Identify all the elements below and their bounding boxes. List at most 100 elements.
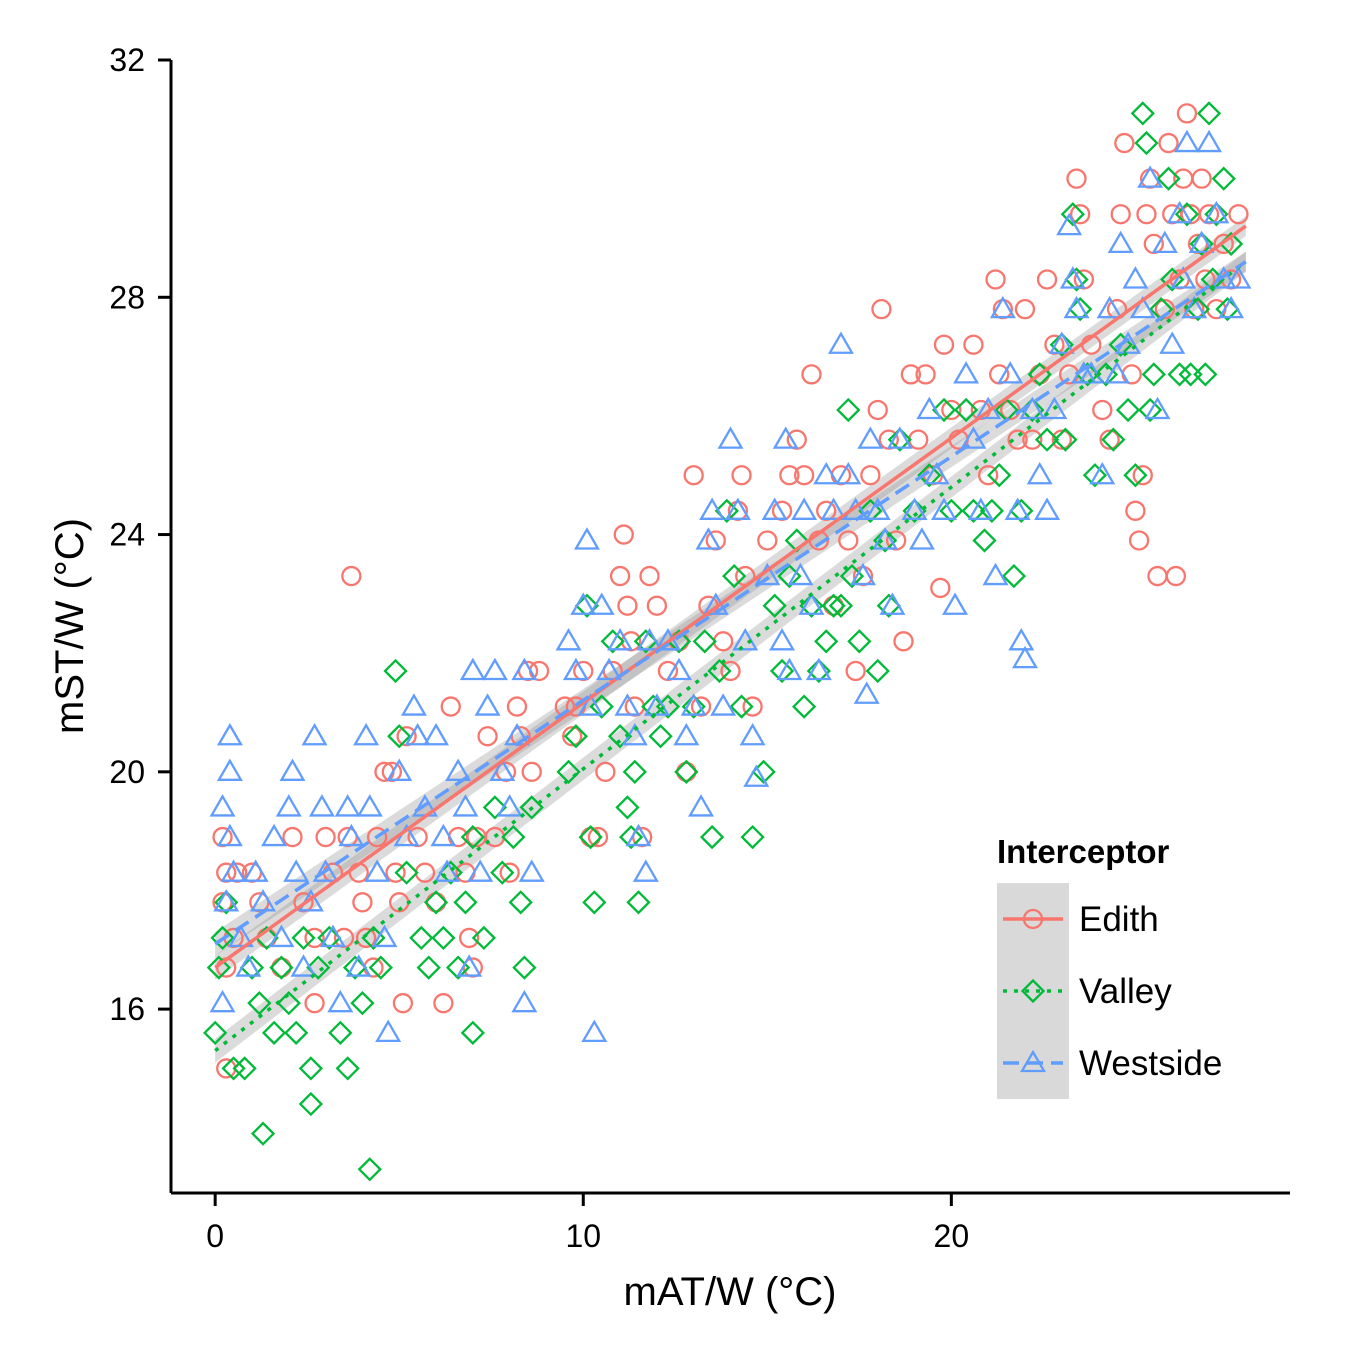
data-point-valley bbox=[1001, 563, 1027, 589]
data-point-westside bbox=[886, 426, 913, 449]
data-point-westside bbox=[1107, 230, 1134, 254]
data-point-edith bbox=[757, 530, 778, 551]
data-point-edith bbox=[304, 927, 325, 949]
data-point-valley bbox=[306, 955, 331, 980]
data-point-westside bbox=[798, 592, 825, 615]
data-point-valley bbox=[261, 1020, 287, 1045]
data-point-edith bbox=[1099, 429, 1120, 450]
data-point-valley bbox=[1053, 427, 1078, 452]
data-point-edith bbox=[742, 696, 763, 717]
data-point-westside bbox=[772, 426, 799, 449]
data-point-edith bbox=[1114, 132, 1135, 154]
data-point-valley bbox=[626, 890, 651, 915]
data-point-edith bbox=[985, 269, 1006, 290]
data-point-edith bbox=[595, 761, 616, 782]
data-point-valley bbox=[221, 1056, 246, 1081]
data-point-valley bbox=[939, 498, 964, 523]
data-point-westside bbox=[216, 758, 243, 781]
data-point-westside bbox=[481, 657, 508, 681]
data-point-westside bbox=[275, 794, 302, 817]
data-point-edith bbox=[838, 530, 859, 551]
data-point-valley bbox=[821, 593, 846, 618]
data-point-westside bbox=[805, 657, 832, 681]
data-point-edith bbox=[823, 595, 844, 616]
data-point-westside bbox=[853, 681, 880, 704]
data-point-edith bbox=[315, 826, 336, 848]
data-point-westside bbox=[581, 1019, 608, 1042]
data-point-westside bbox=[345, 954, 372, 977]
data-point-westside bbox=[220, 859, 247, 882]
data-point-westside bbox=[761, 497, 788, 520]
data-point-valley bbox=[769, 658, 795, 684]
data-point-westside bbox=[279, 758, 306, 781]
data-point-westside bbox=[864, 497, 891, 520]
data-point-valley bbox=[1137, 397, 1163, 423]
data-point-edith bbox=[1228, 204, 1249, 225]
data-point-valley bbox=[269, 955, 294, 980]
trend-lines-layer bbox=[214, 224, 1247, 1053]
data-point-valley bbox=[618, 824, 644, 850]
data-point-westside bbox=[356, 794, 383, 817]
data-point-westside bbox=[636, 628, 663, 651]
data-point-valley bbox=[762, 593, 787, 618]
data-point-westside bbox=[1104, 361, 1130, 384]
data-point-westside bbox=[872, 527, 899, 550]
data-point-valley bbox=[1211, 166, 1236, 191]
data-point-valley bbox=[431, 925, 456, 951]
data-point-edith bbox=[731, 465, 752, 486]
data-point-valley bbox=[232, 1056, 257, 1081]
data-point-westside bbox=[364, 859, 391, 882]
data-point-valley bbox=[1115, 397, 1141, 423]
trend-line-valley bbox=[214, 260, 1247, 1053]
data-point-westside bbox=[688, 794, 715, 817]
data-point-westside bbox=[1188, 230, 1215, 254]
x-tick-label: 20 bbox=[934, 1218, 970, 1254]
legend-marker-valley bbox=[1020, 978, 1046, 1004]
data-point-edith bbox=[1213, 233, 1234, 255]
data-point-westside bbox=[1048, 331, 1075, 354]
data-point-westside bbox=[1218, 295, 1245, 319]
data-point-valley bbox=[1174, 202, 1200, 227]
trend-line-westside bbox=[214, 260, 1247, 946]
data-point-valley bbox=[409, 925, 434, 951]
data-point-westside bbox=[511, 657, 538, 681]
data-point-valley bbox=[1167, 362, 1192, 387]
data-point-edith bbox=[433, 993, 454, 1014]
data-point-valley bbox=[1060, 202, 1085, 227]
data-point-westside bbox=[632, 859, 659, 882]
data-point-westside bbox=[1129, 295, 1156, 319]
data-point-edith bbox=[793, 465, 815, 486]
data-point-edith bbox=[271, 957, 292, 978]
data-point-westside bbox=[982, 562, 1009, 586]
data-point-valley bbox=[423, 890, 449, 915]
data-point-valley bbox=[865, 658, 890, 684]
data-point-westside bbox=[1056, 212, 1083, 236]
data-point-edith bbox=[1110, 204, 1131, 225]
data-point-westside bbox=[942, 592, 969, 615]
data-point-valley bbox=[1049, 332, 1074, 357]
data-point-valley bbox=[471, 925, 497, 951]
data-point-westside bbox=[967, 497, 994, 520]
data-point-westside bbox=[724, 497, 751, 520]
data-point-westside bbox=[673, 722, 700, 746]
data-point-edith bbox=[355, 927, 377, 949]
data-point-edith bbox=[1007, 429, 1028, 450]
data-point-westside bbox=[227, 924, 254, 948]
data-point-edith bbox=[341, 565, 362, 587]
data-point-valley bbox=[501, 824, 526, 850]
data-point-valley bbox=[707, 658, 732, 684]
data-point-westside bbox=[371, 924, 398, 948]
legend-label-westside: Westside bbox=[1079, 1044, 1222, 1083]
data-point-edith bbox=[933, 334, 955, 355]
data-point-edith bbox=[801, 364, 822, 385]
legend-marker-westside bbox=[1020, 1049, 1046, 1073]
data-point-westside bbox=[680, 693, 707, 716]
data-point-valley bbox=[740, 824, 765, 850]
data-point-valley bbox=[1082, 463, 1108, 488]
data-point-westside bbox=[1059, 266, 1086, 289]
confidence-band-westside bbox=[215, 251, 1246, 956]
data-point-valley bbox=[600, 629, 625, 654]
data-point-westside bbox=[1203, 200, 1230, 224]
data-point-edith bbox=[425, 892, 447, 913]
